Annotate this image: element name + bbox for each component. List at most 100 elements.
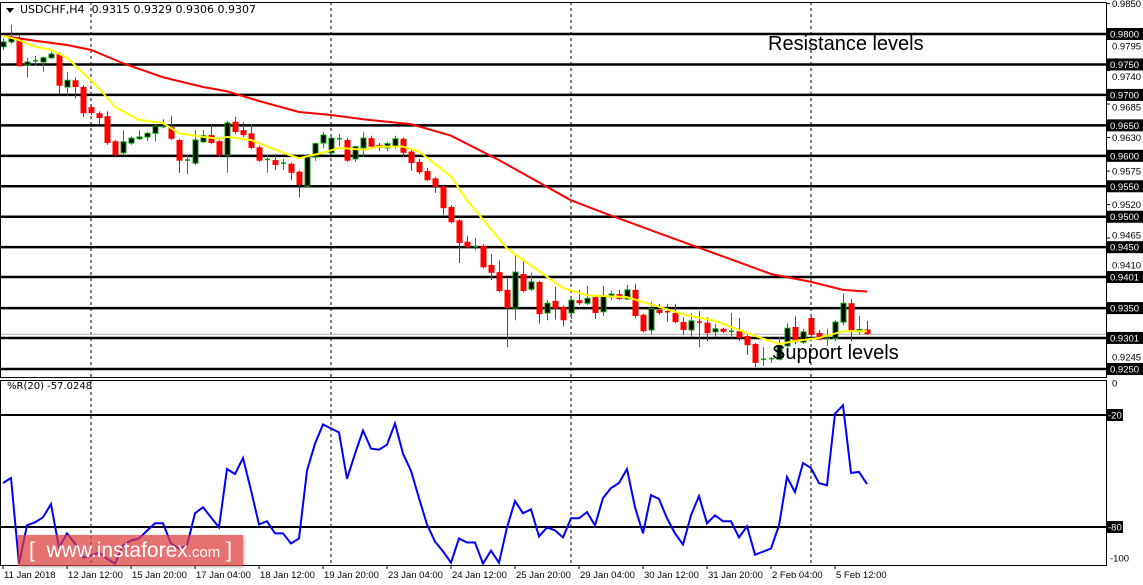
candle	[761, 347, 766, 366]
candle-body-bear	[240, 130, 247, 136]
time-axis-label: 11 Jan 2018	[4, 570, 56, 581]
candle-body-bear	[480, 245, 487, 268]
candle	[136, 130, 143, 140]
candle-body-bull	[840, 302, 847, 323]
candle-body-bear	[656, 309, 663, 313]
dropdown-triangle-icon[interactable]	[6, 7, 14, 13]
candle-body-bear	[16, 38, 23, 67]
candle	[88, 105, 95, 116]
candle	[360, 132, 367, 158]
candle	[808, 316, 815, 338]
candle-body-bear	[424, 171, 431, 181]
candle	[208, 125, 215, 145]
candle	[0, 38, 7, 50]
candle-body-bear	[640, 314, 647, 332]
candle-body-bull	[600, 295, 607, 313]
candle	[72, 77, 79, 99]
candle-body-bull	[136, 136, 143, 140]
candlesticks	[0, 24, 871, 368]
candle	[568, 298, 575, 320]
candle	[704, 317, 711, 341]
candle	[96, 111, 103, 125]
candle	[56, 52, 63, 94]
price-level-tag	[1107, 88, 1143, 101]
candle	[769, 356, 774, 363]
indicator-level-tag	[1107, 521, 1123, 534]
candle	[33, 55, 38, 66]
candle	[120, 130, 127, 156]
indicator-level-label: -20	[1108, 411, 1122, 422]
candle-body-bear	[72, 80, 79, 87]
candle	[408, 149, 415, 172]
time-axis-label: 2 Feb 04:00	[772, 570, 823, 581]
candle	[352, 145, 359, 162]
candle-body-bear	[432, 178, 439, 187]
candle	[80, 85, 87, 117]
chart-header: USDCHF,H4 0.9315 0.9329 0.9306 0.9307	[6, 3, 256, 16]
candle	[416, 158, 423, 175]
candle-body-bear	[256, 147, 263, 161]
candle	[729, 312, 734, 338]
candle-body-bear	[672, 312, 679, 323]
instaforex-watermark: [ www.instaforex.com ]	[18, 535, 243, 566]
price-level-tag	[1107, 271, 1143, 284]
candle	[552, 286, 559, 320]
candle-body-bull	[40, 57, 47, 63]
candle-body-bull	[648, 308, 655, 331]
candle-body-bear	[56, 54, 63, 86]
candle	[312, 142, 319, 161]
candle-body-bear	[720, 328, 727, 332]
candle-body-bear	[208, 135, 215, 144]
candle-body-bull	[512, 271, 519, 309]
time-axis-label: 30 Jan 12:00	[644, 570, 699, 581]
candle-body-bear	[536, 281, 543, 315]
candle-body-bear	[288, 163, 295, 173]
candle-body-bear	[456, 220, 463, 243]
candle-body-bear	[168, 127, 175, 139]
candle	[448, 205, 455, 224]
candle-body-bull	[800, 331, 807, 343]
price-level-tag	[1107, 28, 1143, 40]
candle	[424, 168, 431, 182]
candle	[296, 170, 303, 198]
candle-body-bull	[144, 132, 151, 138]
price-level-label: 0.9750	[1110, 60, 1139, 71]
candle	[224, 121, 231, 173]
price-level-tag	[1107, 210, 1143, 223]
candle-body-bull	[120, 141, 127, 154]
candle	[432, 177, 439, 193]
price-level-label: 0.9301	[1110, 333, 1139, 344]
candle-body-bull	[312, 143, 319, 158]
candle-body-bear	[848, 303, 855, 331]
price-axis-label: 0.9850	[1112, 0, 1141, 10]
candle-body-bear	[808, 317, 815, 335]
candle	[776, 336, 783, 361]
watermark-bracket-close: ]	[226, 539, 232, 562]
price-level-tag	[1107, 363, 1143, 376]
candle	[800, 328, 807, 345]
candle	[656, 303, 663, 315]
price-axis-label: 0.9410	[1112, 261, 1141, 272]
chart-grid	[90, 2, 812, 565]
candle-body-bull	[48, 53, 55, 59]
candle-body-bear	[112, 141, 119, 156]
candle-body-bear	[88, 107, 95, 114]
candle-body-bull	[544, 302, 551, 314]
candle	[104, 111, 111, 145]
time-axis-label: 12 Jan 12:00	[68, 570, 123, 581]
candle	[528, 272, 535, 292]
watermark-bracket-open: [	[29, 539, 35, 562]
candle	[288, 162, 295, 181]
candle-body-bull	[192, 139, 199, 164]
time-axis-label: 18 Jan 12:00	[260, 570, 315, 581]
candle	[232, 116, 239, 134]
price-axis-label: 0.9575	[1112, 167, 1141, 178]
candle	[632, 283, 639, 318]
candle-body-bear	[344, 139, 351, 161]
candle-body-bear	[448, 206, 455, 223]
price-axis-label: 0.9740	[1112, 72, 1141, 83]
candle	[440, 184, 447, 215]
candle-body-bull	[320, 134, 327, 144]
candle-body-bull	[64, 79, 71, 88]
